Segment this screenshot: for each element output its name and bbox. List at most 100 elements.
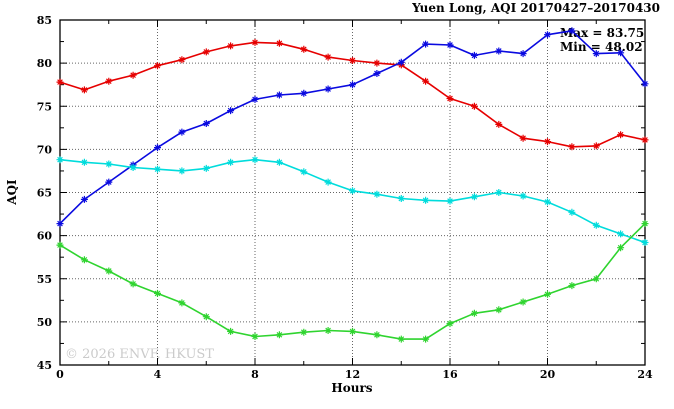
y-tick-label: 55 (37, 273, 52, 286)
x-tick-label: 8 (251, 368, 259, 381)
green-series-marker (373, 331, 381, 339)
cyan-series-marker (251, 156, 259, 164)
red-series-marker (227, 42, 235, 50)
green-series-marker (568, 282, 576, 290)
cyan-series-marker (202, 164, 210, 172)
red-series-marker (373, 59, 381, 67)
green-series-marker (544, 290, 551, 298)
x-tick-label: 4 (154, 368, 162, 381)
green-series-marker (470, 309, 478, 317)
blue-series-marker (617, 49, 625, 57)
blue-series-marker (495, 47, 503, 55)
red-series-marker (568, 143, 576, 151)
cyan-series-marker (470, 193, 478, 201)
tick-labels: 0 4 8 12 16 20 24 45 50 55 60 65 70 75 80 85 (37, 14, 653, 381)
chart-title: Yuen Long, AQI 20170427–20170430 (411, 1, 660, 15)
red-series-marker (80, 86, 88, 94)
green-series-marker (178, 299, 186, 307)
blue-series-marker (373, 70, 381, 77)
blue-series-marker (251, 95, 259, 103)
green-series-marker (227, 327, 235, 335)
x-tick-label: 24 (637, 368, 653, 381)
red-series-marker (446, 95, 454, 102)
cyan-series-marker (397, 195, 405, 202)
cyan-series-marker (568, 208, 576, 216)
red-series-marker (251, 38, 259, 46)
red-series-marker (592, 142, 600, 150)
blue-series-marker (56, 220, 64, 228)
blue-series-marker (300, 89, 308, 97)
cyan-series-marker (641, 239, 649, 246)
green-series-marker (641, 220, 649, 228)
blue-series-marker (324, 85, 332, 93)
blue-series-marker (422, 40, 430, 48)
cyan-series-marker (544, 198, 551, 206)
x-axis-label: Hours (331, 381, 372, 395)
blue-series-marker (178, 128, 186, 136)
green-series-marker (349, 327, 356, 335)
legend-max-label: Max = 83.75 (560, 26, 644, 40)
red-series-marker (519, 134, 527, 142)
blue-series-marker (105, 178, 113, 186)
red-series-marker (422, 77, 430, 85)
blue-series-marker (202, 120, 210, 127)
data-series (56, 27, 649, 343)
cyan-series-marker (446, 197, 454, 205)
red-series-marker (202, 48, 210, 56)
cyan-series-marker (80, 158, 88, 166)
green-series-marker (105, 267, 113, 275)
x-tick-label: 16 (442, 368, 458, 381)
blue-series-marker (470, 51, 478, 59)
green-series-marker (397, 335, 405, 343)
cyan-series-marker (592, 221, 600, 229)
green-series-marker (300, 328, 308, 336)
cyan-series-marker (300, 168, 308, 176)
green-series-marker (519, 298, 527, 306)
red-series-marker (275, 39, 283, 47)
y-tick-label: 80 (37, 57, 53, 70)
red-series (56, 38, 649, 151)
red-series-marker (495, 120, 503, 128)
blue-series-marker (349, 81, 356, 89)
red-series-marker (470, 102, 478, 110)
cyan-series-marker (227, 158, 235, 166)
green-series-marker (422, 335, 430, 343)
y-tick-label: 50 (37, 316, 53, 329)
cyan-series-marker (275, 158, 283, 166)
x-tick-label: 0 (56, 368, 64, 381)
blue-series-marker (275, 91, 283, 99)
blue-series-marker (154, 144, 161, 152)
red-series-marker (349, 57, 356, 64)
cyan-series-marker (373, 190, 381, 198)
red-series-marker (324, 53, 332, 61)
blue-series-marker (592, 50, 600, 58)
red-series-marker (641, 136, 649, 144)
blue-series-marker (641, 80, 649, 88)
green-series-marker (129, 280, 137, 288)
red-series-marker (129, 71, 137, 79)
blue-series-marker (544, 31, 551, 39)
y-tick-label: 45 (37, 359, 52, 372)
green-series-marker (202, 313, 210, 321)
cyan-series-marker (519, 192, 527, 200)
blue-series-marker (227, 107, 235, 115)
x-tick-label: 20 (540, 368, 556, 381)
y-tick-label: 70 (37, 143, 53, 156)
cyan-series-marker (56, 156, 64, 164)
blue-series-marker (80, 195, 88, 203)
y-axis-label: AQI (5, 179, 19, 206)
green-series-marker (251, 333, 259, 340)
cyan-series-marker (178, 167, 186, 175)
y-tick-label: 75 (37, 100, 52, 113)
green-series (56, 220, 649, 343)
red-series-marker (617, 131, 625, 139)
y-tick-label: 60 (37, 230, 53, 243)
cyan-series-marker (324, 178, 332, 186)
y-tick-label: 65 (37, 187, 52, 200)
green-series-marker (446, 320, 454, 328)
red-series-marker (105, 77, 113, 85)
blue-series-marker (446, 41, 454, 49)
cyan-series (56, 156, 649, 246)
cyan-series-marker (617, 230, 625, 238)
red-series-marker (154, 62, 161, 70)
